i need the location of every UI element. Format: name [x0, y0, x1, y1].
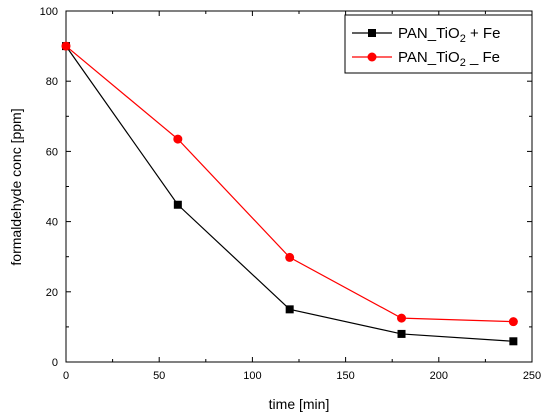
legend-label: PAN_TiO2 _ Fe — [398, 49, 500, 69]
axis-ticks: 0 50 100 150 200 250 0 20 40 60 80 100 — [40, 6, 542, 382]
x-tick-label: 100 — [243, 370, 261, 382]
data-point — [509, 337, 518, 346]
x-tick-label: 0 — [63, 370, 69, 382]
legend-entry-1: PAN_TiO2 + Fe — [352, 25, 500, 45]
series-2 — [61, 41, 518, 327]
y-tick-label: 80 — [46, 76, 58, 88]
data-point — [173, 200, 182, 209]
y-tick-label: 100 — [40, 6, 58, 18]
y-tick-label: 0 — [52, 357, 58, 369]
data-point — [508, 317, 518, 327]
x-tick-label: 50 — [153, 370, 165, 382]
series-line — [65, 45, 514, 323]
data-point — [397, 329, 406, 338]
series-layer — [61, 41, 518, 346]
x-tick-label: 200 — [430, 370, 448, 382]
data-point — [285, 252, 295, 262]
legend-label: PAN_TiO2 + Fe — [398, 25, 500, 45]
data-point — [397, 313, 407, 323]
legend-entry-2: PAN_TiO2 _ Fe — [352, 49, 500, 69]
y-tick-label: 20 — [46, 287, 58, 299]
legend: PAN_TiO2 + Fe PAN_TiO2 _ Fe — [344, 14, 533, 74]
x-axis-title: time [min] — [269, 396, 330, 412]
data-point — [285, 305, 294, 314]
legend-box — [344, 14, 533, 74]
y-tick-label: 60 — [46, 146, 58, 158]
legend-marker — [368, 29, 376, 37]
x-tick-label: 150 — [336, 370, 354, 382]
data-point — [173, 134, 183, 144]
series-1 — [62, 42, 518, 346]
legend-marker — [367, 52, 377, 62]
x-tick-label: 250 — [523, 370, 541, 382]
y-tick-label: 40 — [46, 217, 58, 229]
data-point — [61, 41, 71, 51]
series-line — [65, 45, 514, 342]
y-axis-title: formaldehyde conc [ppm] — [8, 108, 24, 265]
